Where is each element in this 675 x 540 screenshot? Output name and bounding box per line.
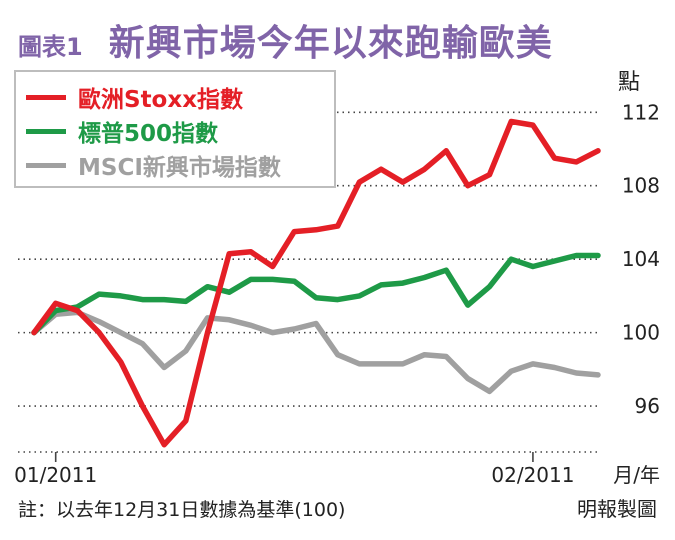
y-axis-unit: 點 [617,70,640,95]
legend-item-msci: MSCI新興市場指數 [26,148,324,182]
x-axis-unit: 月/年 [613,463,660,487]
y-tick-label-108: 108 [622,174,660,198]
y-tick-label-100: 100 [622,321,660,345]
footnote: 註：以去年12月31日數據為基準(100) [18,499,346,521]
legend-label-stoxx: 歐洲Stoxx指數 [78,87,244,113]
legend-item-sp500: 標普500指數 [26,114,324,148]
y-tick-label-96: 96 [635,394,660,418]
series-line-0 [31,118,601,448]
legend-item-stoxx: 歐洲Stoxx指數 [26,80,324,114]
series-line-1 [31,252,601,336]
chart-header: 圖表1 新興市場今年以來跑輸歐美 [18,14,553,66]
legend-swatch-stoxx [26,94,66,100]
x-tick-label-23: 02/2011 [491,463,574,487]
chart-title: 新興市場今年以來跑輸歐美 [108,23,553,64]
figure-label: 圖表1 [18,33,83,61]
series-line-2 [31,309,601,395]
y-tick-label-112: 112 [622,100,660,124]
legend-swatch-msci [26,162,66,168]
legend-swatch-sp500 [26,128,66,134]
x-tick-label-1: 01/2011 [14,463,97,487]
chart-legend: 歐洲Stoxx指數 標普500指數 MSCI新興市場指數 [14,70,336,188]
credit: 明報製圖 [577,497,657,521]
legend-label-msci: MSCI新興市場指數 [78,155,281,181]
legend-label-sp500: 標普500指數 [78,121,219,147]
y-tick-label-104: 104 [622,247,660,271]
